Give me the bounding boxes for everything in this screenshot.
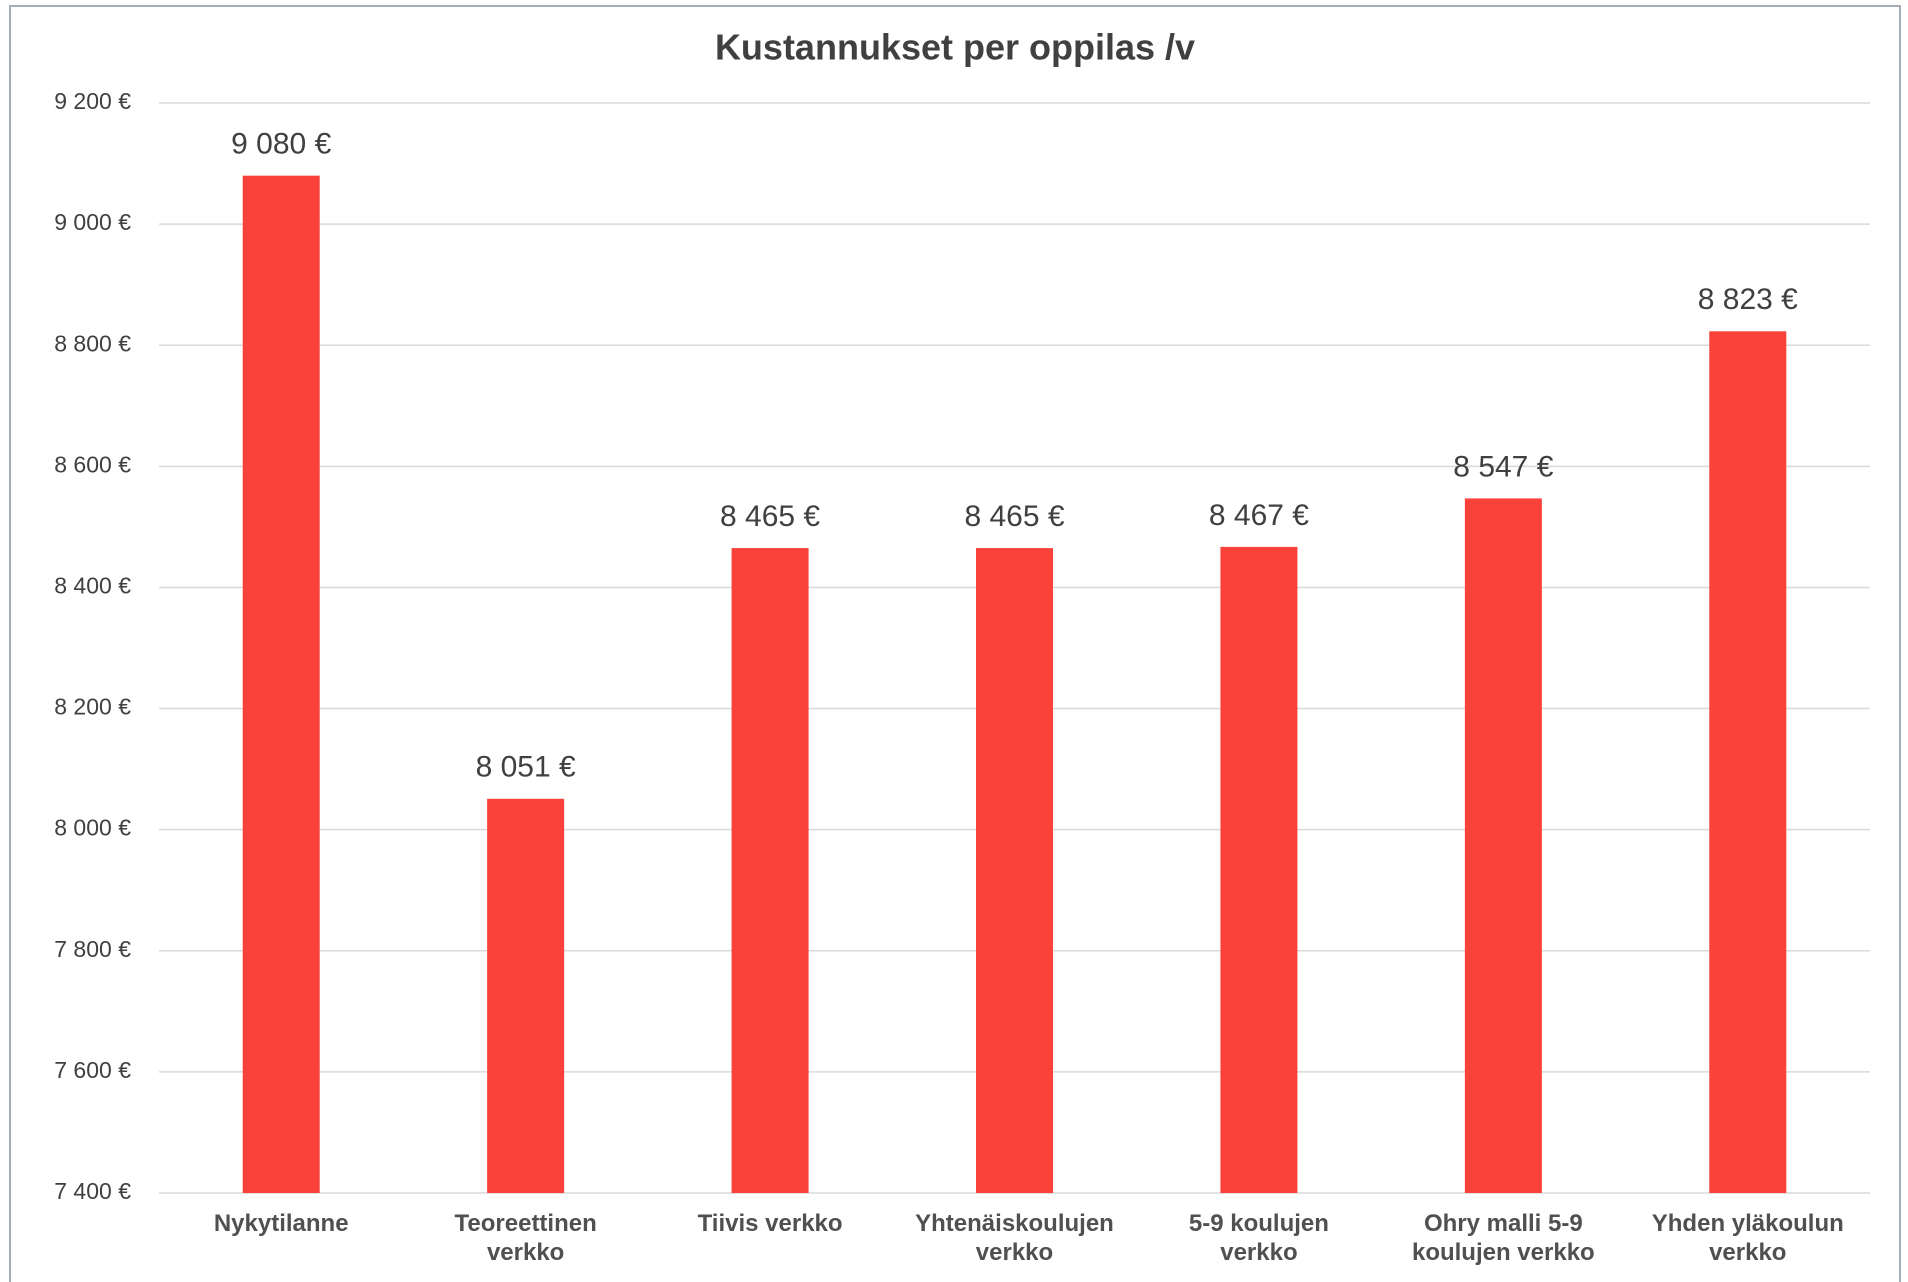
y-tick-label: 9 200 € [54, 88, 131, 114]
bar [1464, 498, 1542, 1194]
x-tick-label: Ohry malli 5-9 koulujen verkko [1411, 1210, 1595, 1266]
value-label: 8 823 € [1698, 283, 1798, 316]
bar [1709, 331, 1787, 1193]
bar [976, 548, 1053, 1193]
x-tick-label: Yhtenäiskoulujen verkko [915, 1210, 1114, 1266]
y-tick-label: 8 800 € [54, 330, 131, 356]
value-label: 8 051 € [476, 751, 576, 784]
y-tick-label: 7 600 € [54, 1057, 131, 1083]
y-tick-label: 9 000 € [54, 209, 131, 235]
value-label: 8 465 € [964, 500, 1064, 533]
value-label: 8 465 € [720, 500, 820, 533]
value-label: 8 467 € [1209, 499, 1309, 532]
bar [1220, 546, 1298, 1193]
x-tick-label: Tiivis verkko [697, 1210, 843, 1237]
x-tick-label: Nykytilanne [213, 1210, 349, 1237]
bar [731, 548, 809, 1193]
chart-title: Kustannukset per oppilas /v [715, 27, 1195, 68]
x-tick-label: Teoreettinen verkko [454, 1210, 597, 1266]
bar [242, 175, 320, 1193]
x-tick-label: Yhden yläkoulun verkko [1651, 1210, 1844, 1266]
bar [487, 798, 565, 1193]
value-label: 8 547 € [1453, 450, 1553, 483]
value-label: 9 080 € [231, 128, 331, 161]
y-tick-label: 8 400 € [54, 573, 131, 599]
y-tick-label: 8 200 € [54, 694, 131, 720]
y-tick-label: 7 400 € [54, 1178, 131, 1204]
x-tick-label: 5-9 koulujen verkko [1188, 1210, 1329, 1266]
y-tick-label: 7 800 € [54, 936, 131, 962]
chart-frame [9, 5, 1901, 1282]
y-tick-label: 8 600 € [54, 451, 131, 477]
y-tick-label: 8 000 € [54, 815, 131, 841]
